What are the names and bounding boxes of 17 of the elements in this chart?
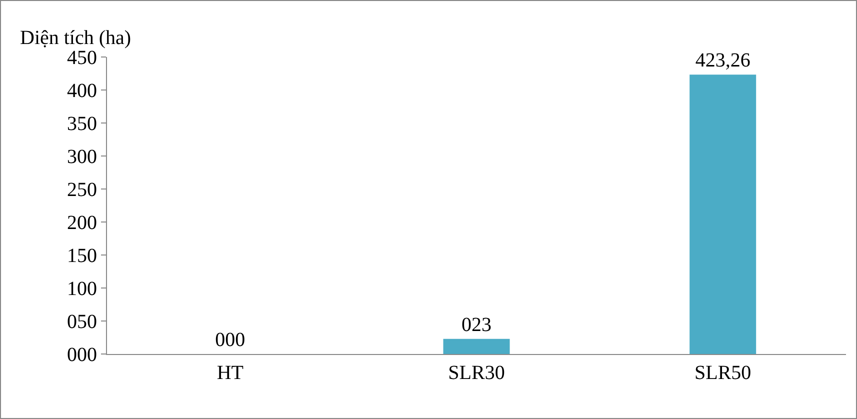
x-tick-label: SLR50 (694, 362, 752, 384)
y-tick-label: 050 (67, 311, 97, 333)
x-tick-label: SLR30 (448, 362, 505, 384)
data-label: 000 (215, 329, 246, 351)
data-label: 423,26 (695, 50, 750, 72)
y-axis-title: Diện tích (ha) (20, 27, 132, 49)
y-tick-label: 150 (67, 245, 97, 267)
data-label: 023 (462, 314, 492, 336)
y-tick-label: 400 (67, 80, 97, 102)
y-tick-label: 100 (67, 278, 97, 300)
x-tick-label: HT (216, 362, 244, 384)
y-tick-label: 450 (67, 47, 97, 69)
y-tick-label: 350 (67, 113, 97, 135)
y-tick-label: 000 (67, 344, 97, 366)
y-tick-label: 250 (67, 179, 97, 201)
y-tick-label: 200 (67, 212, 97, 234)
y-tick-label: 300 (67, 146, 97, 168)
